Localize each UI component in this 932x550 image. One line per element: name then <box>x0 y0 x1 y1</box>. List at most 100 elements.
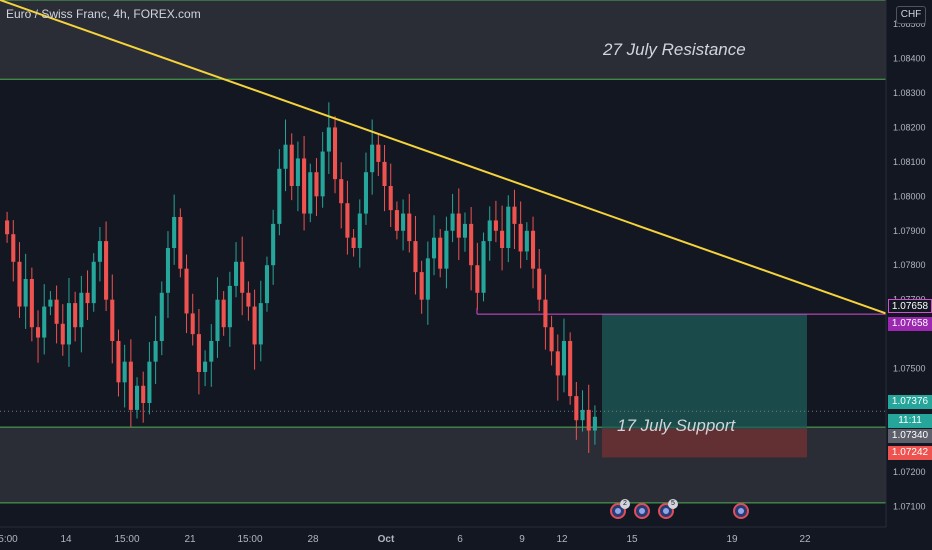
candle-body <box>252 306 257 345</box>
candle-body <box>537 268 542 300</box>
candle-body <box>85 292 90 304</box>
candle-body <box>128 361 133 410</box>
candle-body <box>196 334 201 372</box>
candle-body <box>203 361 208 372</box>
candle-body <box>17 261 22 307</box>
candle-body <box>246 292 251 307</box>
candle-body <box>48 299 53 307</box>
candle-body <box>431 237 437 259</box>
currency-button[interactable]: CHF <box>896 6 926 24</box>
candle-body <box>407 213 412 242</box>
candle-body <box>215 299 220 341</box>
resistance-zone <box>0 0 886 80</box>
candle-body <box>79 292 84 328</box>
y-tick-label: 1.08000 <box>893 191 926 201</box>
candle-body <box>339 179 344 204</box>
candle-body <box>357 213 362 248</box>
candle-body <box>314 172 319 197</box>
candle-body <box>506 206 511 248</box>
economic-event-icon[interactable] <box>733 503 749 519</box>
economic-event-icon[interactable]: 5 <box>658 499 678 519</box>
candle-body <box>271 223 276 266</box>
candle-body <box>580 409 585 421</box>
mid-price-tag: 1.07376 <box>888 395 932 409</box>
candle-body <box>283 144 288 169</box>
y-tick-label: 1.08200 <box>893 122 926 132</box>
level-price-tag: 1.07658 <box>888 299 932 313</box>
current-price-tag: 1.07340 <box>888 429 932 443</box>
event-dot-icon <box>615 508 621 514</box>
candle-body <box>104 241 109 300</box>
candle-body <box>332 127 338 180</box>
x-tick-label: 15:00 <box>114 534 139 545</box>
candle-body <box>425 258 430 300</box>
candle-body <box>592 416 597 431</box>
candle-body <box>518 223 523 252</box>
candle-body <box>394 210 399 231</box>
event-count-badge: 5 <box>668 499 678 509</box>
candle-body <box>227 285 232 328</box>
candle-body <box>35 327 41 338</box>
candle-body <box>555 351 560 376</box>
candle-body <box>586 409 591 431</box>
candle-body <box>450 213 455 231</box>
candle-body <box>413 241 418 273</box>
y-tick-label: 1.08300 <box>893 88 926 98</box>
y-tick-label: 1.07500 <box>893 364 926 374</box>
candle-body <box>165 248 171 293</box>
candle-body <box>345 203 350 238</box>
candle-body <box>462 223 468 238</box>
candle-body <box>320 151 325 197</box>
candle-body <box>233 261 239 286</box>
candle-body <box>302 158 307 214</box>
y-tick-label: 1.08400 <box>893 54 926 64</box>
candle-body <box>530 230 536 269</box>
x-tick-label: 6 <box>457 534 463 545</box>
candle-body <box>574 396 579 421</box>
candle-body <box>388 186 393 211</box>
candle-body <box>91 261 96 304</box>
resistance-zone-label: 27 July Resistance <box>603 40 746 59</box>
x-tick-label: 15:00 <box>237 534 262 545</box>
x-tick-label: 21 <box>184 534 196 545</box>
candle-body <box>370 144 375 173</box>
candle-body <box>295 158 300 186</box>
candle-body <box>23 279 28 307</box>
time-axis <box>0 527 932 550</box>
candle-body <box>382 161 387 186</box>
candle-body <box>264 265 270 304</box>
x-tick-label: 12 <box>556 534 568 545</box>
candle-body <box>153 341 158 362</box>
candle-body <box>209 341 214 362</box>
y-tick-label: 1.07900 <box>893 226 926 236</box>
candle-body <box>493 220 498 231</box>
y-tick-label: 1.08100 <box>893 157 926 167</box>
candle-body <box>475 265 480 293</box>
symbol-title[interactable]: Euro / Swiss Franc, 4h, FOREX.com <box>6 7 201 21</box>
candle-body <box>141 385 146 403</box>
candle-body <box>487 220 492 242</box>
x-tick-label: Oct <box>378 534 395 545</box>
event-count-badge: 2 <box>620 499 630 509</box>
x-tick-label: 9 <box>519 534 525 545</box>
countdown-tag: 11:11 <box>888 414 932 428</box>
candle-body <box>351 237 356 248</box>
candle-body <box>258 303 263 345</box>
candle-body <box>11 234 16 262</box>
candle-body <box>512 206 517 224</box>
loss-zone <box>602 428 807 458</box>
candle-body <box>419 272 424 300</box>
economic-event-icon[interactable]: 2 <box>610 499 630 519</box>
candle-body <box>401 213 406 231</box>
candle-body <box>147 361 152 403</box>
candle-body <box>66 303 72 345</box>
candle-body <box>97 241 102 262</box>
economic-event-icon[interactable] <box>634 503 650 519</box>
candle-body <box>469 223 474 266</box>
candle-body <box>543 299 548 328</box>
candle-body <box>73 303 78 328</box>
candle-body <box>456 213 461 238</box>
stop-price-tag: 1.07242 <box>888 446 932 460</box>
